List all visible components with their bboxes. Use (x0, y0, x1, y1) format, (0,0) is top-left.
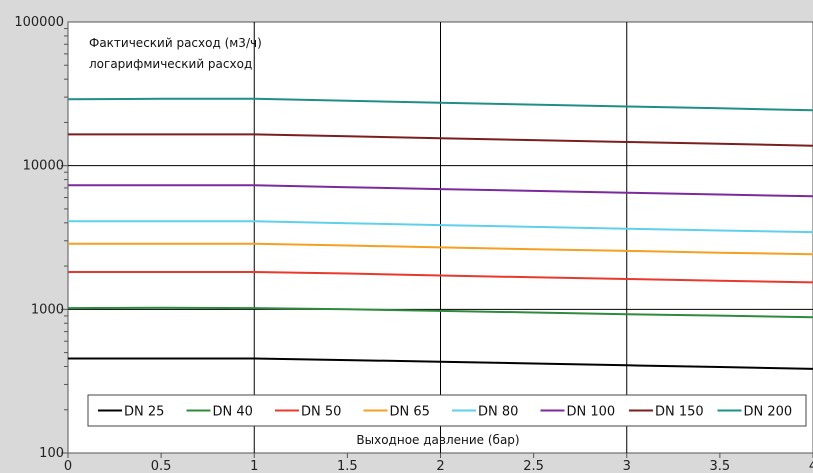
series-line-dn-65 (68, 242, 813, 256)
series-line-dn-150 (68, 133, 813, 147)
series-line-dn-100 (68, 184, 813, 198)
legend-label: DN 65 (390, 405, 430, 420)
annotation-flow: Фактический расход (м3/ч) (89, 36, 262, 50)
series-lines (67, 97, 813, 370)
series-line-dn-40 (67, 306, 813, 319)
y-axis-ticks: 100 1000 10000 100000 (14, 15, 68, 461)
x-tick-label: 0 (64, 459, 72, 473)
legend: DN 25 DN 40 DN 50 DN 65 DN 80 DN 100 DN 150 DN … (87, 394, 807, 427)
x-axis-label: Выходное давление (бар) (356, 433, 519, 447)
legend-label: DN 80 (478, 405, 518, 420)
x-tick-label: 2.5 (523, 459, 544, 473)
legend-label: DN 40 (213, 405, 253, 420)
series-line-dn-50 (68, 271, 813, 284)
x-tick-label: 0.5 (151, 459, 172, 473)
y-tick-label: 1000 (31, 302, 64, 317)
legend-label: DN 150 (655, 405, 704, 420)
x-tick-label: 3.5 (710, 459, 731, 473)
x-tick-label: 4 (809, 459, 813, 473)
legend-label: DN 25 (124, 405, 164, 420)
y-tick-label: 100 (39, 446, 64, 461)
grid-lines (68, 22, 813, 453)
x-tick-label: 3 (623, 459, 631, 473)
series-line-dn-80 (68, 220, 813, 234)
x-tick-label: 1 (250, 459, 258, 473)
x-axis-ticks: 0 0.5 1 1.5 2 2.5 3 3.5 4 (64, 453, 813, 473)
annotation-log: логарифмический расход (89, 57, 252, 71)
legend-label: DN 200 (744, 405, 793, 420)
series-line-dn-200 (67, 97, 813, 112)
y-tick-label: 100000 (14, 15, 64, 30)
y-tick-label: 10000 (23, 159, 64, 174)
x-tick-label: 1.5 (337, 459, 358, 473)
legend-label: DN 100 (567, 405, 616, 420)
series-line-dn-25 (68, 357, 813, 370)
legend-label: DN 50 (301, 405, 341, 420)
x-tick-label: 2 (436, 459, 444, 473)
